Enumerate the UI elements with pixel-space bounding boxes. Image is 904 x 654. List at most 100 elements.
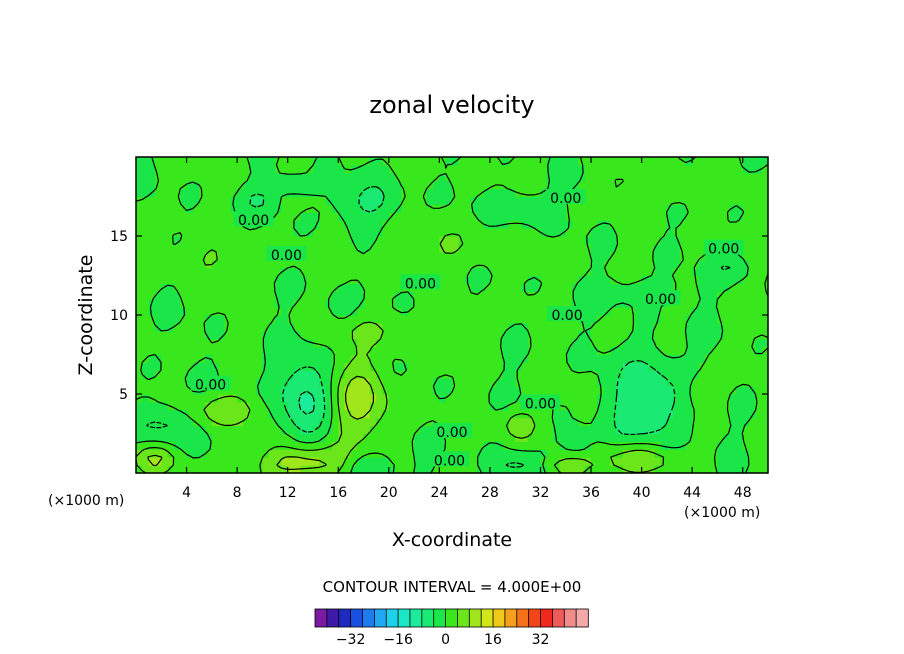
field-cell: [357, 433, 365, 442]
field-cell: [666, 330, 674, 340]
field-cell: [300, 299, 308, 308]
field-cell: [685, 212, 693, 221]
field-cell: [357, 362, 365, 371]
field-cell: [426, 188, 434, 198]
field-cell: [426, 346, 434, 356]
field-cell: [489, 378, 497, 387]
field-cell: [483, 378, 491, 387]
field-cell: [616, 322, 624, 332]
field-cell: [369, 180, 377, 190]
field-cell: [357, 172, 365, 182]
field-cell: [350, 370, 358, 379]
field-cell: [369, 338, 377, 348]
field-cell: [294, 188, 301, 198]
field-cell: [692, 401, 700, 411]
field-cell: [660, 417, 668, 427]
field-cell: [527, 315, 535, 324]
field-cell: [673, 243, 681, 253]
field-cell: [730, 425, 737, 435]
field-cell: [736, 180, 744, 190]
field-cell: [711, 409, 719, 419]
field-cell: [407, 441, 415, 450]
field-cell: [167, 220, 175, 229]
field-cell: [616, 157, 624, 166]
field-cell: [433, 157, 440, 166]
field-cell: [300, 267, 308, 277]
field-cell: [312, 417, 320, 427]
field-cell: [237, 188, 245, 198]
field-cell: [477, 243, 485, 253]
field-cell: [256, 409, 263, 419]
field-cell: [546, 370, 554, 379]
field-cell: [382, 228, 390, 237]
field-cell: [211, 251, 219, 261]
field-cell: [319, 164, 327, 174]
field-cell: [470, 243, 478, 253]
field-cell: [622, 425, 630, 435]
field-cell: [142, 251, 150, 261]
field-cell: [515, 157, 523, 166]
field-cell: [546, 283, 554, 292]
field-cell: [489, 243, 497, 253]
field-cell: [730, 322, 737, 332]
field-cell: [275, 322, 282, 332]
field-cell: [420, 433, 428, 442]
field-cell: [679, 346, 687, 356]
field-cell: [470, 157, 478, 166]
field-cell: [142, 425, 150, 435]
field-cell: [603, 228, 611, 237]
field-cell: [369, 188, 377, 198]
field-cell: [312, 330, 320, 340]
field-cell: [527, 378, 535, 387]
field-cell: [610, 417, 617, 427]
field-cell: [249, 465, 257, 474]
field-cell: [433, 164, 440, 174]
field-cell: [755, 362, 763, 371]
field-cell: [243, 441, 251, 450]
field-cell: [584, 299, 592, 308]
field-cell: [161, 354, 169, 363]
field-cell: [357, 449, 365, 458]
field-cell: [761, 370, 769, 379]
field-cell: [344, 259, 352, 269]
field-cell: [521, 188, 529, 198]
field-cell: [565, 283, 573, 292]
field-cell: [262, 228, 270, 237]
field-cell: [496, 441, 504, 450]
field-cell: [344, 441, 352, 450]
field-cell: [256, 465, 263, 474]
field-cell: [559, 267, 567, 277]
field-cell: [489, 386, 497, 395]
field-cell: [660, 212, 668, 221]
field-cell: [628, 236, 636, 245]
field-cell: [439, 164, 447, 174]
field-cell: [224, 441, 232, 450]
field-cell: [502, 378, 510, 387]
field-cell: [230, 362, 238, 371]
field-cell: [515, 180, 523, 190]
field-cell: [635, 236, 643, 245]
field-cell: [470, 275, 478, 284]
colorbar-swatch: [551, 608, 565, 628]
field-cell: [350, 394, 358, 403]
field-cell: [224, 433, 232, 442]
field-cell: [224, 283, 232, 292]
field-cell: [597, 299, 605, 308]
field-cell: [698, 299, 706, 308]
field-cell: [350, 243, 358, 253]
field-cell: [445, 299, 453, 308]
field-cell: [344, 378, 352, 387]
field-cell: [730, 409, 737, 419]
field-cell: [610, 291, 617, 300]
field-cell: [534, 243, 542, 253]
field-cell: [186, 180, 194, 190]
field-cell: [559, 243, 567, 253]
field-cell: [167, 259, 175, 269]
x-tick-label: 28: [481, 485, 499, 501]
field-cell: [483, 338, 491, 348]
field-cell: [597, 457, 605, 466]
field-cell: [148, 283, 156, 292]
field-cell: [256, 243, 263, 253]
field-cell: [154, 449, 162, 458]
field-cell: [312, 251, 320, 261]
